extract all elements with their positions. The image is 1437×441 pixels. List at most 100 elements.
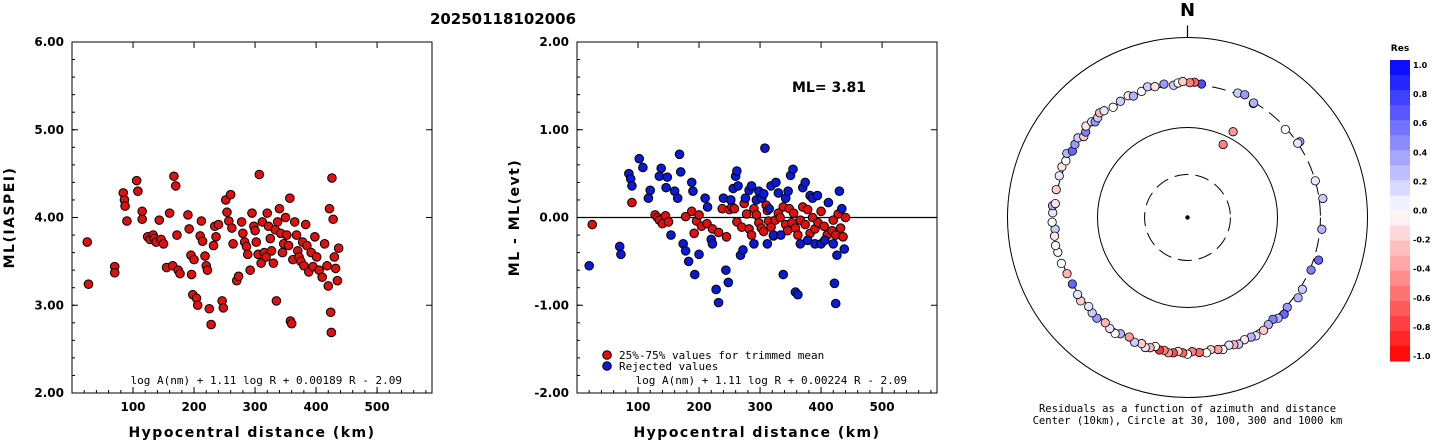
data-point <box>310 232 320 242</box>
colorbar-tick-label: 0.8 <box>1413 90 1428 99</box>
data-point <box>225 189 236 200</box>
y-axis-title: ML - ML(evt) <box>507 159 523 276</box>
north-label: N <box>1180 0 1195 21</box>
magnitude-formula: log A(nm) + 1.11 log R + 0.00189 R - 2.0… <box>130 374 402 387</box>
data-point <box>711 284 721 295</box>
data-point <box>800 219 811 230</box>
data-point <box>773 188 784 198</box>
data-point <box>675 167 686 177</box>
data-point <box>788 164 798 175</box>
x-tick-label: 300 <box>748 400 773 414</box>
data-point <box>654 171 665 182</box>
data-point <box>262 208 273 218</box>
colorbar-tick-label: 0.4 <box>1413 148 1428 157</box>
data-point <box>638 162 648 173</box>
data-point <box>254 169 265 180</box>
data-point <box>323 281 334 291</box>
data-point <box>272 217 283 227</box>
y-tick-label: -2.00 <box>534 386 569 400</box>
data-point <box>213 219 224 230</box>
data-point <box>738 245 748 255</box>
colorbar-segment <box>1390 315 1410 332</box>
data-point <box>332 275 343 286</box>
residual-point <box>1293 138 1303 148</box>
data-point <box>137 206 147 217</box>
data-point <box>325 307 336 318</box>
legend-marker <box>602 350 612 360</box>
colorbar-segment <box>1390 225 1410 242</box>
data-point <box>627 181 637 191</box>
data-point <box>680 246 691 256</box>
colorbar-tick-label: 0.2 <box>1413 177 1427 186</box>
residual-point <box>1313 255 1324 265</box>
data-point <box>749 239 759 249</box>
colorbar-segment <box>1390 285 1410 302</box>
data-point <box>700 193 710 203</box>
data-point <box>281 230 292 240</box>
data-point <box>721 265 731 275</box>
data-point <box>740 193 751 203</box>
data-point <box>218 303 229 313</box>
data-point <box>274 203 285 214</box>
epicenter-marker <box>1185 215 1190 220</box>
data-point <box>778 269 789 280</box>
data-point <box>721 232 732 242</box>
colorbar-segment <box>1390 240 1410 257</box>
ml-annotation: ML= 3.81 <box>792 80 866 96</box>
data-point <box>302 240 312 251</box>
data-point <box>823 197 834 208</box>
residual-point <box>1128 91 1139 101</box>
data-point <box>324 203 335 214</box>
residual-point <box>1178 76 1188 87</box>
data-point <box>723 277 734 288</box>
data-point <box>131 175 142 186</box>
data-point <box>634 153 645 164</box>
data-point <box>280 212 291 223</box>
data-point <box>812 190 823 201</box>
data-point <box>175 268 185 279</box>
y-tick-label: 2.00 <box>34 386 64 400</box>
data-point <box>311 252 322 262</box>
residual-point <box>1050 240 1061 251</box>
colorbar-segment <box>1390 270 1410 287</box>
data-point <box>236 217 247 227</box>
data-point <box>832 250 842 261</box>
data-point <box>300 219 311 230</box>
data-point <box>661 182 671 193</box>
colorbar-segment <box>1390 60 1410 76</box>
legend-marker <box>602 361 612 371</box>
data-point <box>702 202 713 212</box>
data-point <box>200 251 210 261</box>
magnitude-formula: log A(nm) + 1.11 log R + 0.00224 R - 2.0… <box>635 374 907 387</box>
data-point <box>645 185 656 196</box>
residual-point <box>1240 90 1250 100</box>
data-point <box>713 297 724 308</box>
data-point <box>291 230 302 240</box>
polar-caption-2: Center (10km), Circle at 30, 100, 300 an… <box>1033 415 1343 427</box>
data-point <box>122 216 132 226</box>
y-tick-label: 0.00 <box>539 211 569 225</box>
data-point <box>672 193 683 203</box>
data-point <box>328 214 338 225</box>
data-point <box>184 224 194 234</box>
data-point <box>189 254 199 265</box>
data-point <box>83 279 94 289</box>
residual-point <box>1159 79 1169 89</box>
data-point <box>186 269 197 280</box>
data-point <box>764 203 775 214</box>
data-point <box>211 232 221 242</box>
data-point <box>247 208 257 218</box>
colorbar-segment <box>1390 330 1410 347</box>
colorbar-segment <box>1390 345 1410 362</box>
data-point <box>206 319 216 330</box>
data-point <box>333 243 344 254</box>
data-point <box>170 181 181 191</box>
data-point <box>329 252 340 262</box>
colorbar-segment <box>1390 300 1410 317</box>
data-point <box>733 181 743 191</box>
data-point <box>707 239 718 249</box>
residual-point <box>1084 301 1094 312</box>
y-tick-label: 6.00 <box>34 35 64 49</box>
residual-point <box>1049 231 1060 241</box>
data-point <box>725 195 736 205</box>
